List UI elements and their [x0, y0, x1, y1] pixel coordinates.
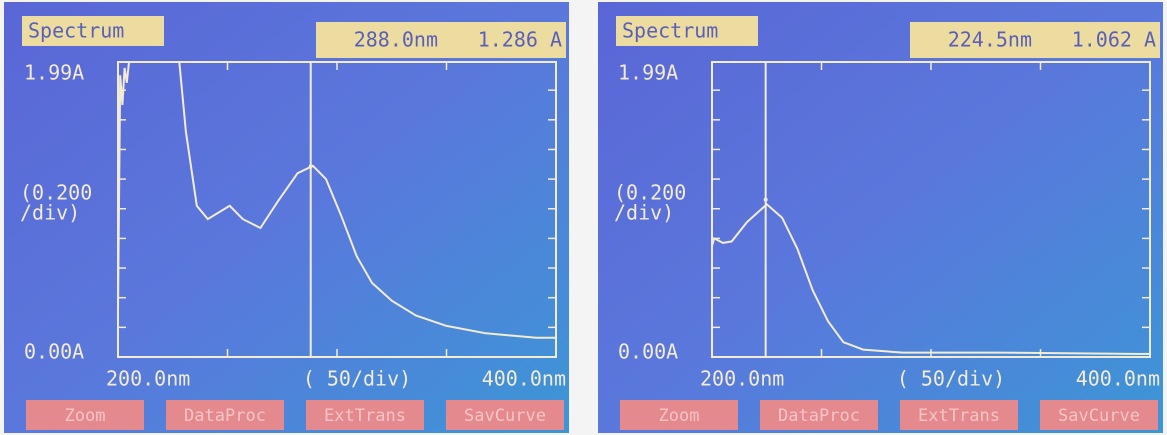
y-tick-label: 1.99A: [618, 61, 678, 85]
readout-box: [316, 22, 566, 58]
y-scale-label: (0.200: [20, 181, 92, 205]
button[interactable]: [620, 400, 738, 430]
button-label[interactable]: ExtTrans: [918, 406, 1000, 426]
button-label[interactable]: Zoom: [65, 406, 106, 426]
button[interactable]: [1040, 400, 1158, 430]
cursor-point: [763, 197, 768, 202]
title-box: [616, 16, 758, 46]
spectrum-curve: [117, 61, 556, 339]
spectrum-curve: [711, 202, 1151, 355]
screen: Spectrum 224.5nm 1.062 A 0.00A 1.99A 200.0nm 4…: [598, 2, 1163, 433]
button[interactable]: [900, 400, 1018, 430]
y-scale-label: /div): [20, 201, 80, 225]
title-box: [22, 16, 164, 46]
button-label[interactable]: Zoom: [659, 406, 700, 426]
button-label[interactable]: SavCurve: [464, 406, 546, 426]
readout-absorbance: 1.286 A: [478, 28, 562, 52]
y-tick-label: 0.00A: [24, 340, 84, 364]
x-tick-label: 400.0nm: [1076, 367, 1160, 391]
button-label[interactable]: SavCurve: [1058, 406, 1140, 426]
readout-wavelength: 224.5nm: [948, 28, 1032, 52]
y-scale-label: /div): [614, 201, 674, 225]
title: Spectrum: [28, 19, 124, 43]
button-label[interactable]: DataProc: [778, 406, 860, 426]
y-scale-label: (0.200: [614, 181, 686, 205]
button[interactable]: [446, 400, 564, 430]
button[interactable]: [26, 400, 144, 430]
y-tick-label: 1.99A: [24, 61, 84, 85]
readout-box: [910, 22, 1160, 58]
screen-background: [4, 2, 569, 433]
x-tick-label: 200.0nm: [700, 367, 784, 391]
readout-absorbance: 1.062 A: [1072, 28, 1156, 52]
button[interactable]: [166, 400, 284, 430]
screen: Spectrum 288.0nm 1.286 A 0.00A 1.99A 200.0nm 4…: [4, 2, 569, 433]
x-scale-label: ( 50/div): [303, 367, 411, 391]
button[interactable]: [306, 400, 424, 430]
title: Spectrum: [622, 19, 718, 43]
button[interactable]: [760, 400, 878, 430]
y-tick-label: 0.00A: [618, 340, 678, 364]
x-scale-label: ( 50/div): [897, 367, 1005, 391]
button-label[interactable]: DataProc: [184, 406, 266, 426]
readout-wavelength: 288.0nm: [354, 28, 438, 52]
screen-background: [598, 2, 1163, 433]
button-label[interactable]: ExtTrans: [324, 406, 406, 426]
x-tick-label: 400.0nm: [482, 367, 566, 391]
x-tick-label: 200.0nm: [106, 367, 190, 391]
